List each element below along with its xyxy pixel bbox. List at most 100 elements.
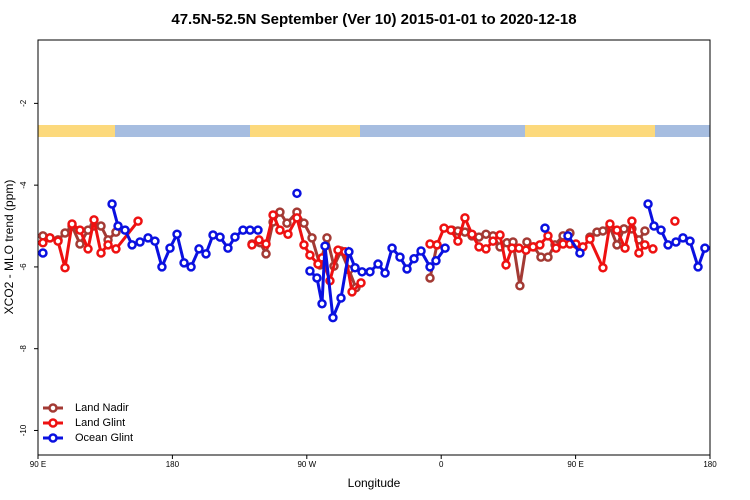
x-tick-label: 180 xyxy=(166,460,180,469)
point xyxy=(38,248,48,258)
point xyxy=(67,219,77,229)
point xyxy=(425,262,435,272)
legend-marker xyxy=(48,433,58,443)
legend-marker xyxy=(48,403,58,413)
point xyxy=(247,240,257,250)
point xyxy=(150,236,160,246)
x-tick-label: 0 xyxy=(439,460,444,469)
point xyxy=(640,240,650,250)
point xyxy=(120,225,130,235)
point xyxy=(612,225,622,235)
point xyxy=(535,240,545,250)
legend-label: Land Nadir xyxy=(75,402,129,414)
point xyxy=(678,233,688,243)
point xyxy=(522,237,532,247)
point xyxy=(53,236,63,246)
point xyxy=(60,228,70,238)
point xyxy=(643,199,653,209)
y-tick-label: -10 xyxy=(19,424,28,436)
point xyxy=(344,247,354,257)
point xyxy=(75,239,85,249)
point xyxy=(111,244,121,254)
point xyxy=(395,252,405,262)
point xyxy=(320,241,330,251)
point xyxy=(292,213,302,223)
x-axis-label: Longitude xyxy=(348,476,401,490)
legend-marker xyxy=(48,418,58,428)
point xyxy=(157,262,167,272)
point xyxy=(640,226,650,236)
point xyxy=(446,225,456,235)
point xyxy=(83,244,93,254)
point xyxy=(521,245,531,255)
x-tick-label: 90 E xyxy=(567,460,583,469)
point xyxy=(307,233,317,243)
point xyxy=(563,231,573,241)
point xyxy=(96,221,106,231)
point xyxy=(113,221,123,231)
point xyxy=(543,252,553,262)
ocean-band xyxy=(360,125,525,137)
point xyxy=(605,219,615,229)
point xyxy=(322,233,332,243)
point xyxy=(488,236,498,246)
y-tick-label: -8 xyxy=(19,345,28,353)
point xyxy=(317,298,327,309)
land-band xyxy=(38,125,115,137)
point xyxy=(700,243,710,253)
ocean-band xyxy=(655,125,710,137)
point xyxy=(440,243,450,253)
point xyxy=(460,213,470,223)
point xyxy=(165,243,175,253)
point xyxy=(215,232,225,242)
point xyxy=(598,226,608,236)
point xyxy=(186,262,196,272)
point xyxy=(416,246,426,256)
point xyxy=(194,244,204,254)
land-ocean-band xyxy=(38,125,710,137)
point xyxy=(402,264,412,274)
point xyxy=(75,225,85,235)
point xyxy=(634,248,644,258)
point xyxy=(313,259,323,269)
point xyxy=(60,262,70,273)
point xyxy=(380,268,390,278)
point xyxy=(693,262,703,272)
point xyxy=(540,223,550,233)
plot-frame xyxy=(37,39,711,456)
x-tick-label: 90 E xyxy=(30,460,46,469)
y-tick-label: -4 xyxy=(19,181,28,189)
point xyxy=(103,240,113,250)
legend-label: Ocean Glint xyxy=(75,432,133,444)
point xyxy=(663,240,673,250)
point xyxy=(305,266,315,276)
point xyxy=(336,293,346,303)
point xyxy=(292,188,302,199)
point xyxy=(223,243,233,253)
y-tick-label: -2 xyxy=(19,99,28,107)
point xyxy=(299,218,309,228)
chart-title: 47.5N-52.5N September (Ver 10) 2015-01-0… xyxy=(171,11,576,28)
point xyxy=(409,253,419,264)
point xyxy=(89,215,99,225)
point xyxy=(598,262,608,273)
point xyxy=(45,233,55,243)
point xyxy=(127,240,137,250)
point xyxy=(328,312,338,323)
point xyxy=(350,262,360,273)
point xyxy=(685,236,695,246)
point xyxy=(107,199,117,209)
point xyxy=(38,238,48,248)
point xyxy=(179,258,189,268)
point xyxy=(656,225,666,235)
point xyxy=(501,260,511,270)
point xyxy=(373,259,383,269)
point xyxy=(282,218,292,228)
point xyxy=(612,240,622,250)
point xyxy=(268,210,278,220)
point xyxy=(253,225,263,235)
y-tick-label: -6 xyxy=(19,263,28,271)
point xyxy=(245,225,255,235)
point xyxy=(431,256,441,266)
